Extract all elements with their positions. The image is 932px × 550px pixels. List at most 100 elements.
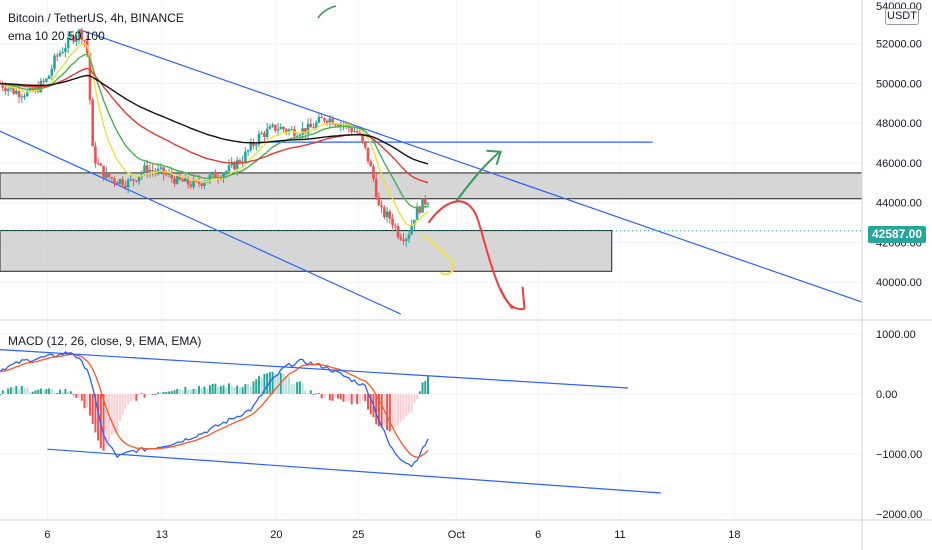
candle-down[interactable] bbox=[186, 177, 190, 185]
currency-badge[interactable]: USDT bbox=[885, 8, 919, 25]
candle-up[interactable] bbox=[385, 211, 389, 218]
macd-pane[interactable] bbox=[0, 322, 862, 520]
candle-down[interactable] bbox=[323, 118, 326, 121]
candle-up[interactable] bbox=[426, 203, 430, 205]
candle-up[interactable] bbox=[298, 134, 302, 137]
candle-down[interactable] bbox=[355, 131, 359, 133]
candle-up[interactable] bbox=[339, 123, 343, 127]
candle-down[interactable] bbox=[110, 177, 114, 179]
candle-up[interactable] bbox=[159, 167, 163, 169]
candle-down[interactable] bbox=[334, 124, 337, 126]
candle-up[interactable] bbox=[222, 174, 225, 179]
candle-up[interactable] bbox=[66, 37, 70, 49]
candle-up[interactable] bbox=[404, 239, 408, 242]
candle-up[interactable] bbox=[126, 179, 130, 188]
candle-up[interactable] bbox=[254, 144, 258, 146]
candle-up[interactable] bbox=[15, 90, 18, 94]
candle-up[interactable] bbox=[301, 128, 304, 135]
candle-up[interactable] bbox=[244, 151, 247, 162]
macd-indicator-label[interactable]: MACD (12, 26, close, 9, EMA, EMA) bbox=[8, 334, 202, 348]
macd-line[interactable] bbox=[0, 351, 429, 468]
yellow-drawing-stroke[interactable] bbox=[420, 233, 455, 275]
candle-up[interactable] bbox=[25, 91, 29, 97]
candle-down[interactable] bbox=[17, 90, 21, 97]
candle-down[interactable] bbox=[423, 198, 427, 205]
candle-up[interactable] bbox=[260, 133, 264, 135]
candle-down[interactable] bbox=[164, 174, 168, 176]
candle-down[interactable] bbox=[115, 182, 119, 184]
candle-up[interactable] bbox=[227, 165, 231, 172]
candle-down[interactable] bbox=[12, 87, 15, 94]
candle-down[interactable] bbox=[214, 171, 217, 179]
candle-up[interactable] bbox=[268, 126, 272, 129]
candle-down[interactable] bbox=[366, 147, 370, 162]
candle-down[interactable] bbox=[113, 178, 116, 183]
candle-up[interactable] bbox=[306, 123, 310, 134]
candle-down[interactable] bbox=[99, 163, 103, 166]
candle-up[interactable] bbox=[47, 75, 51, 79]
candle-up[interactable] bbox=[61, 51, 65, 53]
candle-down[interactable] bbox=[121, 179, 124, 186]
candle-down[interactable] bbox=[102, 165, 105, 178]
ema-50-line[interactable] bbox=[0, 67, 429, 184]
candle-down[interactable] bbox=[124, 185, 127, 188]
candle-down[interactable] bbox=[162, 167, 165, 175]
candle-down[interactable] bbox=[178, 174, 182, 180]
candle-up[interactable] bbox=[20, 96, 24, 98]
candle-down[interactable] bbox=[374, 178, 378, 198]
candle-up[interactable] bbox=[105, 172, 108, 178]
candle-up[interactable] bbox=[23, 96, 26, 98]
candle-up[interactable] bbox=[353, 131, 356, 133]
candle-down[interactable] bbox=[361, 134, 364, 142]
candle-down[interactable] bbox=[399, 236, 403, 240]
candle-up[interactable] bbox=[129, 179, 133, 181]
candle-up[interactable] bbox=[156, 168, 160, 173]
candle-up[interactable] bbox=[53, 55, 56, 69]
candle-up[interactable] bbox=[224, 171, 228, 175]
candle-down[interactable] bbox=[325, 120, 329, 123]
macd-upper-trendline[interactable] bbox=[0, 349, 629, 389]
macd-lower-trendline[interactable] bbox=[47, 448, 661, 494]
candle-up[interactable] bbox=[64, 48, 67, 52]
ema-20-line[interactable] bbox=[0, 53, 429, 209]
candle-down[interactable] bbox=[377, 197, 381, 206]
candle-up[interactable] bbox=[6, 88, 10, 92]
candle-down[interactable] bbox=[358, 132, 362, 135]
price-pane[interactable] bbox=[0, 0, 863, 318]
ema-indicator-label[interactable]: ema 10 20 50 100 bbox=[8, 29, 105, 43]
candle-up[interactable] bbox=[410, 224, 413, 235]
candle-up[interactable] bbox=[317, 117, 321, 123]
candle-up[interactable] bbox=[287, 129, 291, 132]
candle-down[interactable] bbox=[83, 40, 86, 42]
candle-up[interactable] bbox=[265, 128, 269, 137]
candle-up[interactable] bbox=[167, 173, 171, 175]
candle-down[interactable] bbox=[233, 162, 236, 170]
candle-up[interactable] bbox=[314, 122, 318, 129]
candle-up[interactable] bbox=[50, 68, 54, 76]
candle-down[interactable] bbox=[418, 206, 422, 213]
candle-down[interactable] bbox=[200, 183, 204, 186]
candle-down[interactable] bbox=[42, 80, 45, 82]
candle-down[interactable] bbox=[383, 207, 386, 218]
candle-up[interactable] bbox=[421, 198, 424, 213]
candle-down[interactable] bbox=[96, 163, 100, 165]
candle-down[interactable] bbox=[170, 173, 174, 179]
candle-down[interactable] bbox=[402, 239, 405, 242]
candle-down[interactable] bbox=[331, 118, 334, 125]
candle-down[interactable] bbox=[380, 205, 383, 208]
candle-down[interactable] bbox=[284, 129, 288, 132]
candle-up[interactable] bbox=[69, 36, 73, 38]
candle-down[interactable] bbox=[372, 166, 375, 179]
candle-down[interactable] bbox=[4, 87, 7, 92]
candle-up[interactable] bbox=[290, 129, 293, 131]
candle-up[interactable] bbox=[137, 176, 141, 182]
candle-up[interactable] bbox=[271, 124, 274, 127]
candle-down[interactable] bbox=[80, 30, 84, 41]
candle-down[interactable] bbox=[350, 127, 353, 132]
candle-up[interactable] bbox=[75, 37, 78, 42]
demand-zone[interactable] bbox=[0, 230, 613, 272]
candle-down[interactable] bbox=[238, 160, 242, 163]
candle-down[interactable] bbox=[393, 225, 397, 227]
candle-down[interactable] bbox=[252, 142, 255, 146]
candle-up[interactable] bbox=[249, 142, 253, 151]
